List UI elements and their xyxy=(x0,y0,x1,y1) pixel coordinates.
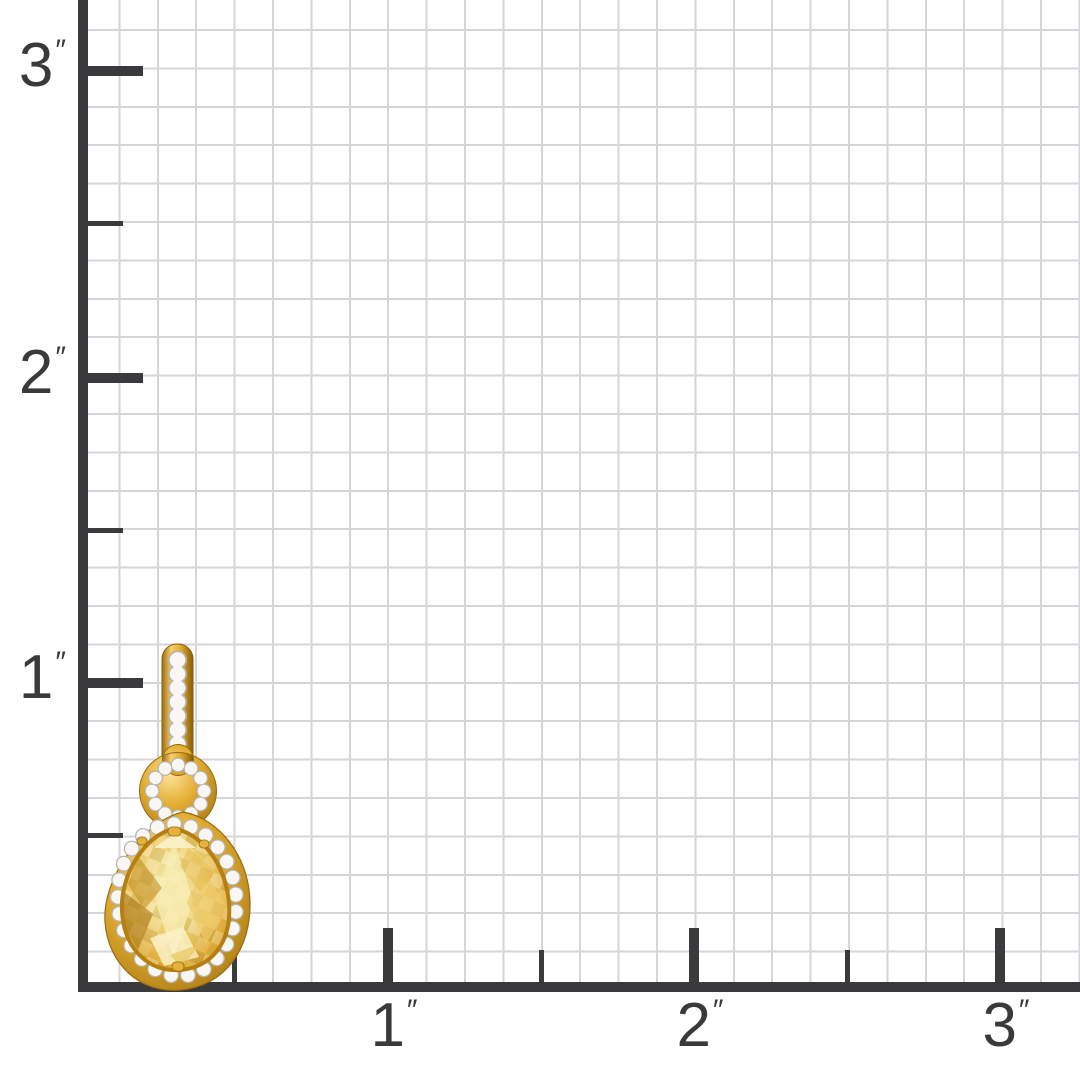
x-axis-label-2in: 2″ xyxy=(676,991,724,1060)
y-major-tick-2in xyxy=(88,373,143,383)
pendant-photo xyxy=(104,643,251,991)
y-axis-label-2in: 2″ xyxy=(18,338,66,407)
prong xyxy=(167,826,182,837)
x-axis-label-1in: 1″ xyxy=(370,991,418,1060)
y-major-tick-1in xyxy=(88,678,143,688)
x-minor-tick xyxy=(232,950,237,982)
y-axis-line xyxy=(78,0,88,992)
y-minor-tick xyxy=(88,833,123,838)
citrine-stone xyxy=(119,826,232,973)
x-minor-tick xyxy=(845,950,850,982)
prong xyxy=(198,839,210,849)
pave-bail xyxy=(161,643,194,775)
y-major-tick-3in xyxy=(88,66,143,76)
y-minor-tick xyxy=(88,528,123,533)
y-axis-label-1in: 1″ xyxy=(18,643,66,712)
x-major-tick-1in xyxy=(383,928,393,982)
x-major-tick-2in xyxy=(689,928,699,982)
y-minor-tick xyxy=(88,221,123,226)
inch-mark: ″ xyxy=(55,34,66,67)
prong xyxy=(171,961,185,972)
inch-mark: ″ xyxy=(1018,994,1030,1027)
x-major-tick-3in xyxy=(995,928,1005,982)
x-minor-tick xyxy=(539,950,544,982)
link-ring xyxy=(139,744,217,830)
x-axis-label-3in: 3″ xyxy=(982,991,1030,1060)
inch-mark: ″ xyxy=(55,341,66,374)
grid-paper xyxy=(80,0,1080,991)
prong xyxy=(136,836,148,846)
inch-mark: ″ xyxy=(712,994,724,1027)
y-axis-label-3in: 3″ xyxy=(18,31,66,100)
inch-mark: ″ xyxy=(55,646,66,679)
x-axis-line xyxy=(78,982,1080,992)
inch-mark: ″ xyxy=(406,994,418,1027)
